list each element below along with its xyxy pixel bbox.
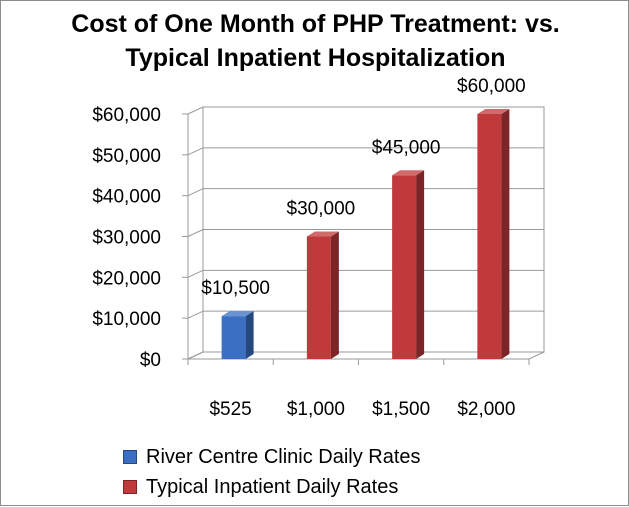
legend-swatch-red: [123, 480, 137, 494]
data-label: $60,000: [457, 76, 526, 97]
data-label: $45,000: [372, 137, 441, 158]
bar-side: [330, 231, 339, 359]
data-label: $30,000: [287, 199, 356, 220]
bar-side: [501, 109, 510, 359]
bar-top: [306, 231, 339, 237]
bar-top: [221, 311, 254, 317]
y-tick-label: $30,000: [92, 228, 161, 249]
gridline-diagonal: [187, 310, 204, 319]
legend-label-inpatient: Typical Inpatient Daily Rates: [146, 475, 399, 498]
gridline-diagonal: [187, 351, 204, 360]
bar-front: [306, 236, 331, 359]
x-tick-label: $1,000: [287, 399, 345, 420]
y-tick-label: $0: [140, 350, 161, 371]
gridline-diagonal: [187, 269, 204, 278]
data-label: $10,500: [201, 278, 270, 299]
bar-top: [392, 170, 425, 176]
legend: River Centre Clinic Daily Rates Typical …: [123, 442, 421, 502]
bar-top: [477, 109, 510, 114]
y-tick-label: $20,000: [92, 268, 161, 289]
bar-side: [245, 311, 254, 359]
bar-side: [416, 170, 425, 359]
y-tick-label: $50,000: [92, 146, 161, 167]
gridline-diagonal: [187, 229, 204, 237]
chart-title-line-1: Cost of One Month of PHP Treatment: vs.: [71, 10, 560, 38]
y-tick-label: $10,000: [92, 309, 161, 330]
legend-item-river-centre: River Centre Clinic Daily Rates: [123, 442, 421, 472]
legend-swatch-blue: [123, 450, 137, 464]
bar-front: [477, 114, 502, 359]
gridline-diagonal: [187, 147, 204, 156]
chart-title-line-2: Typical Inpatient Hospitalization: [125, 44, 506, 72]
x-tick-label: $2,000: [457, 399, 515, 420]
x-tick-label: $525: [209, 399, 251, 420]
x-tick-label: $1,500: [372, 399, 430, 420]
gridline-diagonal: [187, 188, 204, 197]
gridline-diagonal: [187, 106, 204, 115]
y-tick-label: $40,000: [92, 187, 161, 208]
y-tick-label: $60,000: [92, 105, 161, 126]
chart-title: Cost of One Month of PHP Treatment: vs. …: [1, 7, 629, 75]
bar-front: [392, 175, 417, 359]
bar-front: [221, 316, 246, 359]
legend-item-inpatient: Typical Inpatient Daily Rates: [123, 472, 421, 502]
legend-label-river-centre: River Centre Clinic Daily Rates: [146, 445, 421, 468]
